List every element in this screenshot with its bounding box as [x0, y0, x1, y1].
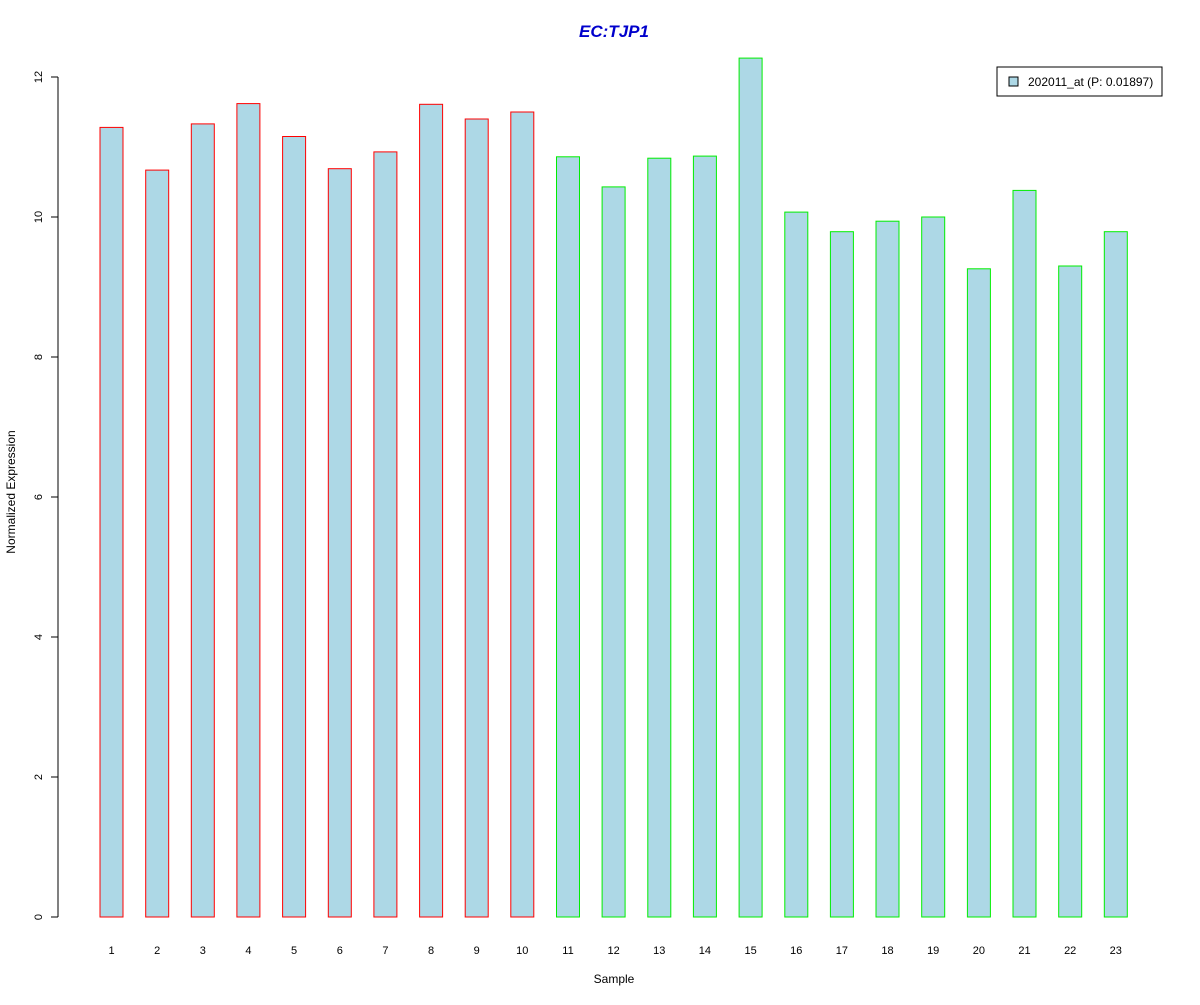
x-tick-label: 12: [607, 945, 619, 957]
bar-sample-6: [327, 168, 352, 918]
bar-sample-2: [145, 169, 170, 918]
x-tick-label: 8: [428, 945, 434, 957]
x-tick-label: 20: [973, 945, 985, 957]
bar-sample-8: [419, 103, 444, 918]
bar-sample-20: [966, 268, 991, 918]
x-tick-label: 11: [562, 945, 573, 957]
x-tick-label: 22: [1064, 945, 1076, 957]
x-tick-label: 7: [382, 945, 388, 957]
chart-title: EC:TJP1: [579, 22, 649, 41]
y-axis-label: Normalized Expression: [4, 430, 18, 553]
x-tick-label: 19: [927, 945, 939, 957]
bar-sample-23: [1103, 231, 1128, 918]
x-tick-label: 5: [291, 945, 297, 957]
bar-sample-12: [601, 186, 626, 918]
bar-sample-16: [784, 211, 809, 918]
y-axis: 0 2 4 6 8 10 12: [33, 71, 59, 920]
bar-sample-11: [556, 156, 580, 918]
bars: [99, 57, 1128, 918]
bar-sample-7: [373, 151, 398, 918]
x-tick-label: 23: [1110, 945, 1122, 957]
bar-sample-13: [647, 157, 672, 918]
x-tick-label: 14: [699, 945, 711, 957]
bar-sample-22: [1058, 265, 1083, 918]
x-tick-label: 21: [1018, 945, 1030, 957]
x-tick-label: 1: [108, 945, 114, 957]
x-tick-label: 4: [245, 945, 251, 957]
x-tick-label: 18: [881, 945, 893, 957]
y-tick-label: 4: [33, 634, 45, 640]
y-tick-label: 6: [33, 494, 45, 500]
y-tick-label: 8: [33, 354, 45, 360]
legend-swatch: [1008, 76, 1019, 87]
bar-sample-15: [738, 57, 763, 918]
x-axis-label: Sample: [594, 972, 635, 986]
y-tick-label: 2: [33, 774, 45, 780]
y-tick-label: 10: [33, 211, 45, 223]
x-axis-tick-labels: 1 2 3 4 5 6 7 8 9 10 11 12 13 14 15 16 17 18 19 20 21 22 23: [108, 945, 1121, 957]
bar-sample-1: [99, 126, 124, 918]
bar-sample-21: [1012, 189, 1037, 918]
y-tick-label: 12: [33, 71, 45, 83]
legend-label: 202011_at (P: 0.01897): [1028, 75, 1153, 89]
bar-sample-5: [282, 136, 307, 918]
bar-sample-18: [875, 220, 900, 918]
bar-sample-10: [510, 111, 535, 918]
legend-box: [996, 66, 1163, 97]
x-tick-label: 16: [790, 945, 802, 957]
x-tick-label: 13: [653, 945, 665, 957]
x-tick-label: 9: [474, 945, 480, 957]
bar-sample-17: [829, 231, 854, 918]
bar-sample-9: [464, 118, 489, 918]
x-tick-label: 2: [154, 945, 160, 957]
bar-sample-3: [190, 123, 215, 918]
bar-sample-19: [921, 216, 946, 918]
bar-sample-14: [692, 155, 717, 918]
legend: 202011_at (P: 0.01897): [996, 66, 1163, 97]
x-tick-label: 10: [516, 945, 528, 957]
x-tick-label: 17: [836, 945, 848, 957]
bar-sample-4: [236, 103, 261, 918]
x-tick-label: 3: [200, 945, 206, 957]
x-tick-label: 15: [744, 945, 756, 957]
y-tick-label: 0: [33, 914, 45, 920]
x-tick-label: 6: [337, 945, 343, 957]
